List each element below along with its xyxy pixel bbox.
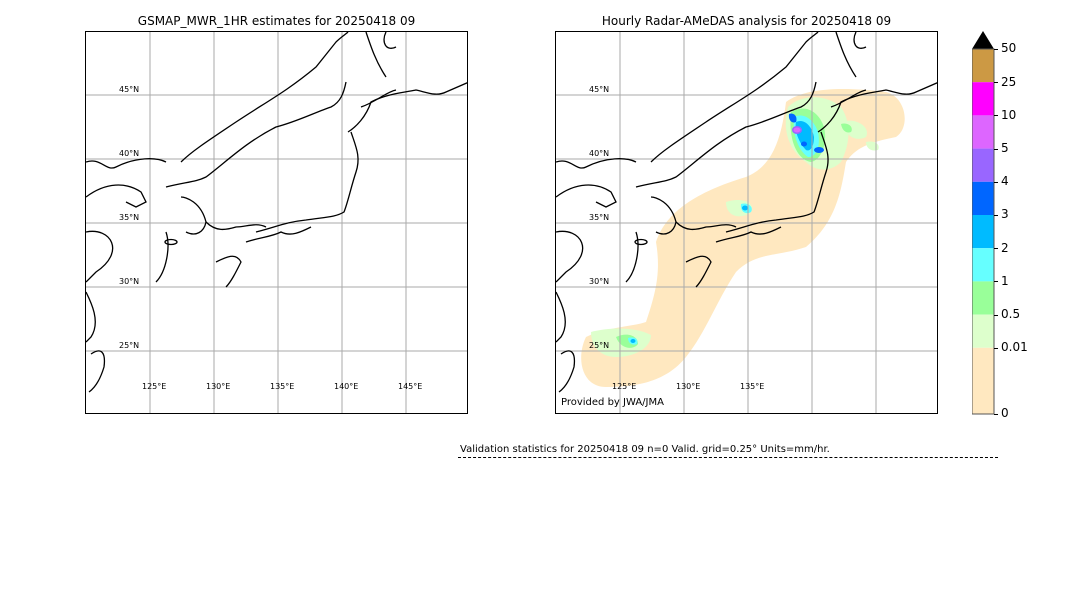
graticule	[556, 32, 937, 413]
left-panel-title: GSMAP_MWR_1HR estimates for 20250418 09	[137, 14, 416, 28]
cbar-tick	[994, 281, 998, 282]
right-lat-label-30: 30°N	[589, 277, 610, 286]
cbar-label-1: 1	[1001, 274, 1009, 288]
cbar-label-50: 50	[1001, 41, 1017, 55]
right-lat-label-25: 25°N	[589, 341, 610, 350]
cbar-tick	[994, 115, 998, 116]
cbar-label-4: 4	[1001, 174, 1009, 188]
colorbar: 50 25 10 5 4 3 2 1 0.5 0.01 0	[972, 31, 1032, 421]
left-lat-label-25: 25°N	[119, 341, 140, 350]
cbar-tick	[994, 182, 998, 183]
left-map-canvas	[86, 32, 467, 413]
cbar-tick	[994, 248, 998, 249]
cbar-label-10: 10	[1001, 108, 1017, 122]
validation-divider	[458, 457, 998, 458]
right-map: Provided by JWA/JMA	[555, 31, 938, 414]
cbar-label-2: 2	[1001, 241, 1009, 255]
cbar-tick	[994, 49, 998, 50]
left-lon-label-135: 135°E	[270, 382, 295, 391]
cbar-tick	[994, 348, 998, 349]
cbar-label-0: 0	[1001, 406, 1009, 420]
cbar-tick	[994, 149, 998, 150]
right-lon-label-125: 125°E	[612, 382, 637, 391]
coastlines	[556, 32, 937, 393]
right-map-canvas	[556, 32, 937, 413]
cbar-tick	[994, 215, 998, 216]
left-lat-label-45: 45°N	[119, 85, 140, 94]
right-lat-label-35: 35°N	[589, 213, 610, 222]
colorbar-extend-triangle	[972, 31, 994, 49]
left-lat-label-40: 40°N	[119, 149, 140, 158]
left-map	[85, 31, 468, 414]
cbar-label-0-01: 0.01	[1001, 340, 1028, 354]
right-lon-label-130: 130°E	[676, 382, 701, 391]
cbar-label-25: 25	[1001, 75, 1017, 89]
cbar-label-0-5: 0.5	[1001, 307, 1021, 321]
left-lon-label-130: 130°E	[206, 382, 231, 391]
left-lon-label-140: 140°E	[334, 382, 359, 391]
cbar-tick	[994, 414, 998, 415]
left-lon-label-145: 145°E	[398, 382, 423, 391]
cbar-label-3: 3	[1001, 207, 1009, 221]
graticule	[86, 32, 467, 413]
coastlines	[86, 32, 467, 393]
right-lat-label-40: 40°N	[589, 149, 610, 158]
colorbar-swatches	[972, 31, 995, 415]
cbar-tick	[994, 82, 998, 83]
precip-field	[581, 89, 905, 388]
left-lon-label-125: 125°E	[142, 382, 167, 391]
data-credit: Provided by JWA/JMA	[561, 397, 664, 408]
right-lat-label-45: 45°N	[589, 85, 610, 94]
right-panel-title: Hourly Radar-AMeDAS analysis for 2025041…	[601, 14, 892, 28]
validation-statistics: Validation statistics for 20250418 09 n=…	[460, 444, 830, 455]
cbar-tick	[994, 315, 998, 316]
left-lat-label-30: 30°N	[119, 277, 140, 286]
left-lat-label-35: 35°N	[119, 213, 140, 222]
cbar-label-5: 5	[1001, 141, 1009, 155]
right-lon-label-135: 135°E	[740, 382, 765, 391]
